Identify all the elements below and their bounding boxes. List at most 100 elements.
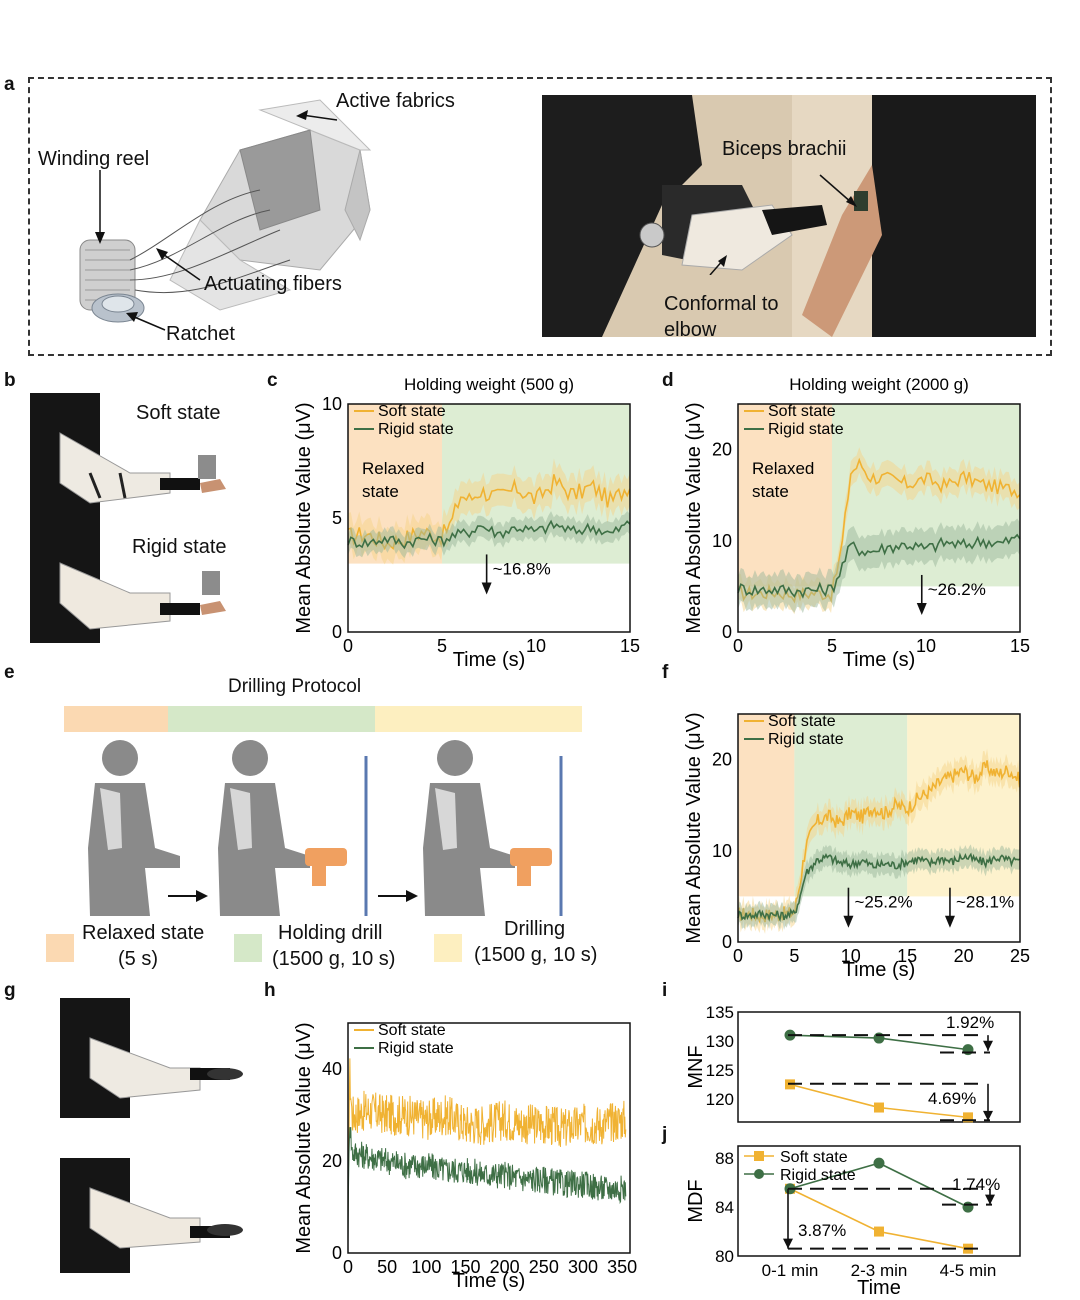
legend-relaxed-2: (5 s) xyxy=(118,948,158,970)
legend-label: Rigid state xyxy=(378,421,454,438)
series-line-rigid-state xyxy=(737,852,1020,923)
x-tick-label: 350 xyxy=(607,1257,637,1277)
legend-label: Soft state xyxy=(378,1022,446,1039)
band-rigid-state xyxy=(738,844,1020,930)
panel-label-f: f xyxy=(662,662,669,683)
plot-frame xyxy=(737,403,1021,633)
wearer-photo xyxy=(542,95,1036,337)
legend-marker xyxy=(754,1151,764,1161)
y-axis-label: Mean Absolute Value (μV) xyxy=(683,402,705,633)
y-tick-label: 135 xyxy=(706,1003,734,1022)
drop-arrowhead xyxy=(985,1194,995,1205)
region-label: Relaxed xyxy=(752,459,814,478)
x-axis-label: Time xyxy=(857,1277,901,1299)
x-tick-label: 0 xyxy=(733,946,743,966)
y-tick-label: 80 xyxy=(715,1247,734,1266)
annotation-label: 1.74% xyxy=(952,1175,1000,1194)
panel-a-frame xyxy=(28,77,1052,356)
y-axis-label: MDF xyxy=(685,1179,707,1222)
legend-label: Soft state xyxy=(780,1149,848,1166)
legend-marker xyxy=(754,1169,764,1179)
panel-label-h: h xyxy=(264,980,276,1001)
legend-drilling-1: Drilling xyxy=(504,918,566,940)
chart-d: 0 5 10 15 0 10 20 Time (s) Mean Absolute Value (… xyxy=(683,375,1030,671)
legend-swatch-holding xyxy=(234,934,262,962)
plot-frame xyxy=(737,713,1021,943)
y-tick-label: 10 xyxy=(712,531,732,551)
x-tick-label: 25 xyxy=(1010,946,1030,966)
x-tick-label: 50 xyxy=(377,1257,397,1277)
x-tick-label: 5 xyxy=(437,636,447,656)
exosuit-render xyxy=(79,99,372,331)
x-tick-label: 0 xyxy=(733,636,743,656)
y-tick-label: 10 xyxy=(322,394,342,414)
chart-i: 120 125 130 135 MNF 1.92% 4.69% xyxy=(685,1003,1021,1123)
y-tick-label: 0 xyxy=(722,932,732,952)
y-tick-label: 10 xyxy=(712,841,732,861)
legend-drilling-2: (1500 g, 10 s) xyxy=(474,944,598,966)
y-tick-label: 88 xyxy=(715,1149,734,1168)
panel-label-i: i xyxy=(662,980,668,1001)
label-ratchet: Ratchet xyxy=(166,323,235,345)
y-axis-label: Mean Absolute Value (μV) xyxy=(683,712,705,943)
drop-arrowhead xyxy=(783,1238,793,1249)
y-tick-label: 120 xyxy=(706,1090,734,1109)
panel-label-e: e xyxy=(4,662,15,683)
label-winding-reel: Winding reel xyxy=(38,148,150,170)
y-tick-label: 5 xyxy=(332,508,342,528)
data-point xyxy=(873,1157,885,1169)
band-rigid-state xyxy=(348,511,630,559)
label-conformal-1: Conformal to xyxy=(664,293,779,315)
y-tick-label: 0 xyxy=(332,622,342,642)
data-point xyxy=(962,1201,974,1213)
y-tick-label: 20 xyxy=(322,1151,342,1171)
band-rigid-state xyxy=(738,518,1020,614)
annotation-arrowhead xyxy=(916,602,927,615)
protocol-title: Drilling Protocol xyxy=(228,676,362,697)
annotation-arrowhead xyxy=(843,915,854,928)
chart-f: 0 5 10 15 20 25 0 10 20 Time (s) Mean Absolute Val… xyxy=(683,712,1030,981)
region-label: Relaxed xyxy=(362,459,424,478)
protocol-bar-drilling xyxy=(375,706,582,732)
x-tick-label: 20 xyxy=(954,946,974,966)
x-tick-label: 10 xyxy=(916,636,936,656)
protocol-figures xyxy=(88,740,563,916)
x-tick-label: 0 xyxy=(343,1257,353,1277)
x-tick-label: 5 xyxy=(827,636,837,656)
data-point xyxy=(874,1226,884,1237)
x-tick-label: 200 xyxy=(490,1257,520,1277)
legend-label: Rigid state xyxy=(780,1167,856,1184)
x-tick-label: 10 xyxy=(526,636,546,656)
y-tick-label: 0 xyxy=(332,1243,342,1263)
region-label: state xyxy=(362,482,399,501)
annotation-label: ~28.1% xyxy=(956,893,1014,912)
drill-hold-photos xyxy=(60,998,250,1273)
annotation-label: ~26.2% xyxy=(928,580,986,599)
region-0 xyxy=(738,404,832,587)
figure-holding xyxy=(218,740,347,916)
x-tick-label: 150 xyxy=(450,1257,480,1277)
data-point xyxy=(874,1102,884,1113)
panel-label-j: j xyxy=(662,1124,668,1145)
state-photos xyxy=(30,393,240,643)
legend-swatch-drilling xyxy=(434,934,462,962)
x-axis-label: Time (s) xyxy=(843,959,916,981)
series-line-soft-state xyxy=(347,1058,627,1219)
panel-a-arrows xyxy=(709,174,857,275)
x-axis-label: Time (s) xyxy=(453,649,526,671)
x-tick-label: 0 xyxy=(343,636,353,656)
label-biceps: Biceps brachii xyxy=(722,138,847,160)
data-point xyxy=(963,1112,973,1123)
chart-title: Holding weight (2000 g) xyxy=(789,375,969,394)
plot-frame xyxy=(347,403,631,633)
y-axis-label: Mean Absolute Value (μV) xyxy=(293,402,315,633)
panel-label-b: b xyxy=(4,370,16,391)
active-fabric-shell xyxy=(169,99,372,311)
x-tick-label: 15 xyxy=(620,636,640,656)
panel-label-c: c xyxy=(267,370,278,391)
y-tick-label: 84 xyxy=(715,1198,734,1217)
chart-title: Holding weight (500 g) xyxy=(404,375,574,394)
x-tick-label: 100 xyxy=(411,1257,441,1277)
legend-holding-1: Holding drill xyxy=(278,922,383,944)
